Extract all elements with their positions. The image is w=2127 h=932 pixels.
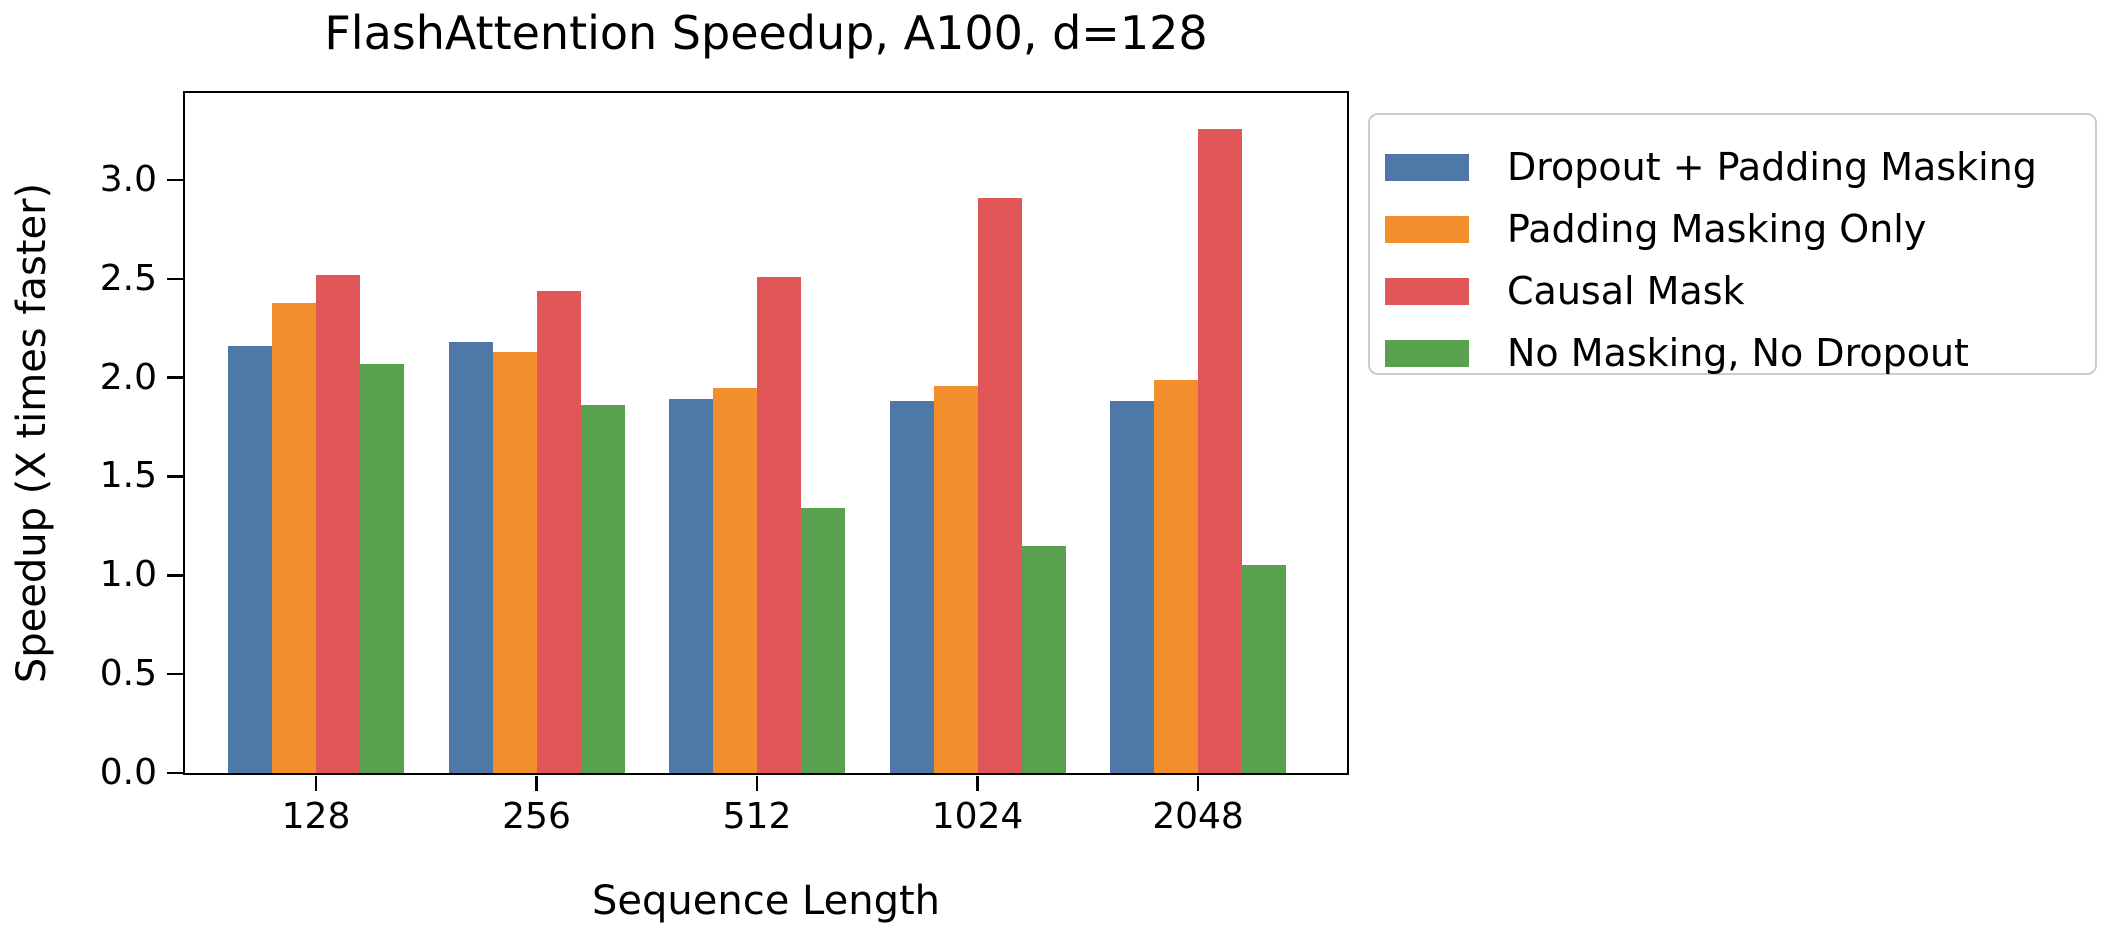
legend-label: Padding Masking Only [1507, 207, 1927, 251]
bar [228, 346, 272, 773]
bar [536, 290, 581, 773]
y-tick-label: 0.0 [99, 752, 157, 793]
bar [1021, 545, 1066, 773]
y-tick-label: 2.0 [99, 356, 157, 398]
bar [272, 302, 316, 773]
legend: Dropout + Padding Masking Padding Maskin… [1368, 113, 2097, 375]
legend-item: No Masking, No Dropout [1385, 322, 2095, 384]
bar [1154, 379, 1198, 773]
y-axis-label: Speedup (X times faster) [9, 182, 55, 684]
bar [1198, 128, 1242, 773]
y-tick-mark [166, 277, 183, 281]
y-tick-label: 1.0 [99, 554, 157, 596]
legend-item: Dropout + Padding Masking [1385, 136, 2095, 198]
legend-swatch-no-masking [1385, 339, 1469, 367]
legend-item: Causal Mask [1385, 260, 2095, 322]
y-tick-label: 2.5 [99, 257, 157, 299]
x-tick-label: 128 [281, 796, 351, 837]
legend-swatch-causal-mask [1385, 277, 1469, 305]
bar [801, 508, 845, 773]
y-tick-label: 0.5 [99, 653, 157, 695]
y-tick-mark [166, 475, 183, 478]
legend-swatch-padding-only [1385, 215, 1469, 243]
x-tick-mark [535, 775, 538, 791]
x-tick-label: 256 [502, 796, 571, 837]
y-tick-mark [166, 574, 183, 577]
x-tick-mark [1196, 775, 1200, 791]
bar [360, 363, 404, 773]
bar [1242, 565, 1286, 773]
bar [713, 387, 757, 773]
x-tick-label: 512 [722, 796, 792, 837]
legend-swatch-dropout-padding [1385, 153, 1469, 181]
x-tick-label: 2048 [1152, 796, 1244, 837]
legend-label: Dropout + Padding Masking [1507, 145, 2037, 189]
y-tick-label: 3.0 [99, 158, 157, 200]
chart-title: FlashAttention Speedup, A100, d=128 [324, 6, 1208, 60]
legend-item: Padding Masking Only [1385, 198, 2095, 260]
y-tick-mark [166, 178, 183, 182]
y-tick-mark [166, 376, 183, 379]
legend-label: No Masking, No Dropout [1507, 331, 1969, 375]
y-tick-label: 1.5 [99, 455, 157, 497]
bar [492, 351, 537, 773]
bar [316, 274, 360, 773]
x-axis-label: Sequence Length [592, 878, 940, 924]
bar [757, 276, 801, 773]
legend-label: Causal Mask [1507, 269, 1745, 313]
y-tick-mark [166, 672, 183, 676]
x-tick-mark [755, 775, 759, 791]
plot-area [183, 91, 1349, 775]
x-tick-label: 1024 [931, 796, 1024, 837]
bar [933, 385, 978, 773]
x-tick-mark [314, 775, 318, 791]
bar [448, 342, 493, 773]
bar [669, 399, 713, 773]
bar [1110, 401, 1154, 773]
y-tick-mark [166, 771, 183, 775]
bar [977, 197, 1022, 773]
bar [580, 405, 625, 773]
bar [889, 401, 934, 773]
x-tick-mark [976, 775, 979, 791]
